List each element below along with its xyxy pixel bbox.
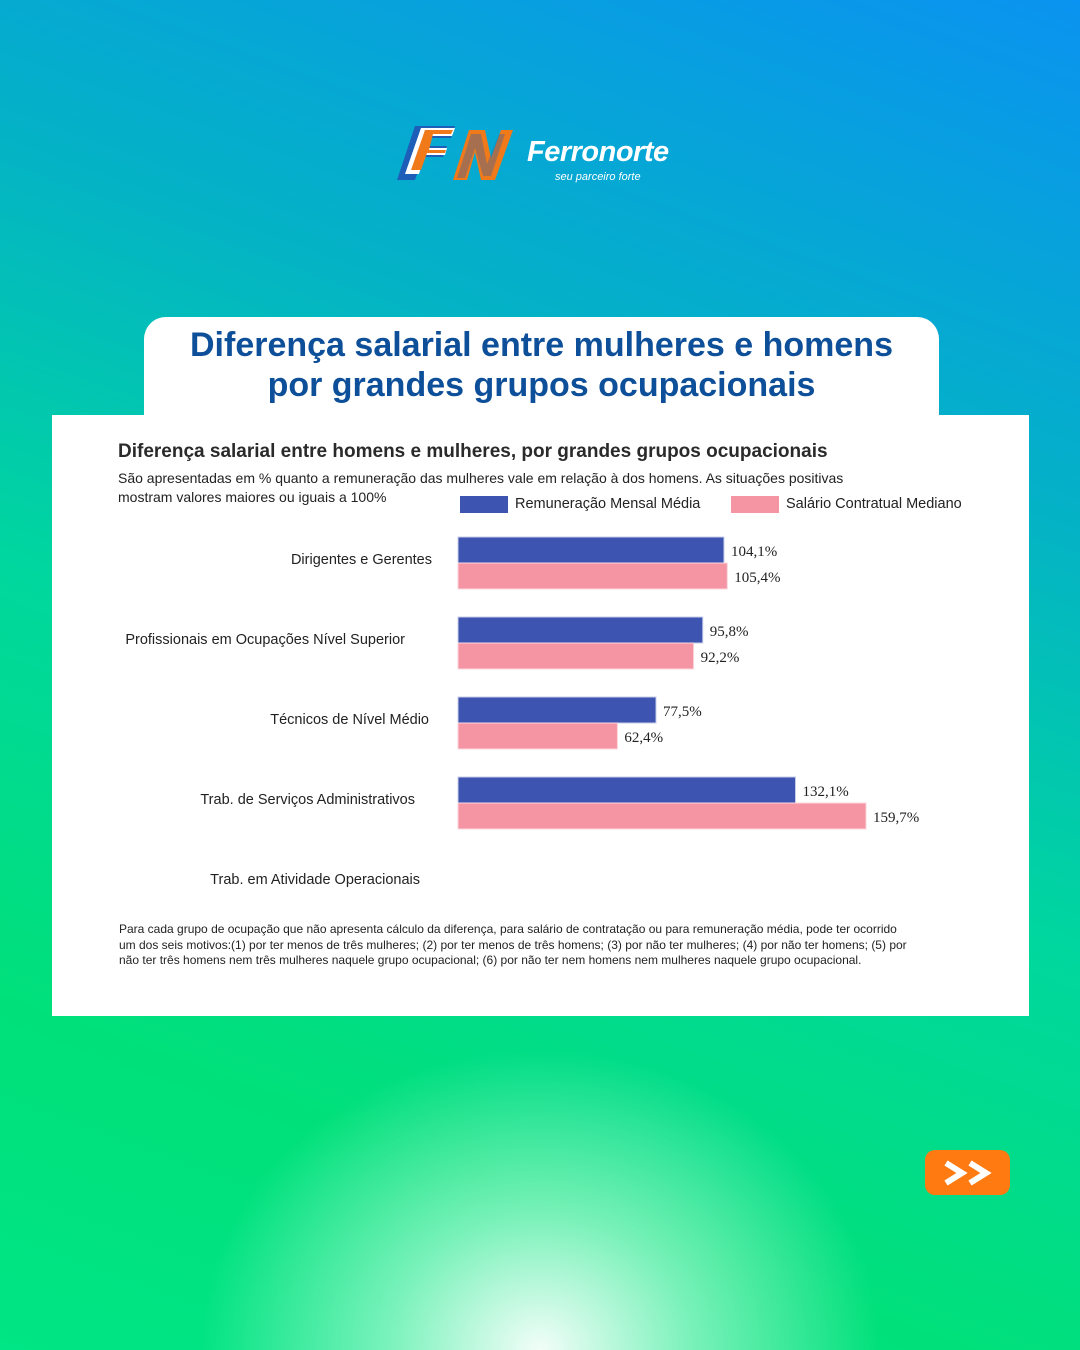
category-label: Técnicos de Nível Médio [270, 712, 429, 728]
brand-name: Ferronorte [527, 136, 669, 168]
category-label: Dirigentes e Gerentes [291, 552, 432, 568]
data-label: 104,1% [731, 544, 777, 560]
chart-title: Diferença salarial entre homens e mulher… [118, 441, 828, 462]
chart-footnote: Para cada grupo de ocupação que não apre… [119, 922, 907, 967]
data-label: 92,2% [701, 650, 740, 666]
bar-remuneracao [457, 536, 725, 564]
data-label: 62,4% [624, 730, 663, 746]
double-chevron-right-icon [943, 1159, 992, 1186]
data-label: 105,4% [734, 570, 780, 586]
bar-chart: Dirigentes e Gerentes 104,1% 105,4% Profiss… [125, 536, 919, 888]
next-button[interactable] [925, 1150, 1010, 1195]
brand-tagline: seu parceiro forte [555, 171, 641, 183]
legend-swatch-remuneracao [460, 496, 508, 513]
bar-remuneracao [457, 616, 704, 644]
category-label: Trab. de Serviços Administrativos [200, 792, 415, 808]
brand-logo: Ferronorte seu parceiro forte [395, 122, 695, 188]
bar-remuneracao [457, 696, 657, 724]
bar-salario [457, 642, 695, 670]
ferronorte-fn-logo-icon [397, 126, 513, 180]
chart-card: Diferença salarial entre homens e mulher… [52, 415, 1029, 1016]
page-title-line-2: por grandes grupos ocupacionais [267, 366, 816, 404]
legend-label-remuneracao: Remuneração Mensal Média [515, 496, 701, 512]
data-label: 77,5% [663, 704, 702, 720]
legend-swatch-salario [731, 496, 779, 513]
page-title-line-1: Diferença salarial entre mulheres e home… [190, 326, 893, 364]
legend-label-salario: Salário Contratual Mediano [786, 496, 962, 512]
category-label: Trab. em Atividade Operacionais [210, 872, 420, 888]
data-label: 159,7% [873, 810, 919, 826]
page-title: Diferença salarial entre mulheres e home… [144, 325, 939, 405]
bar-salario [457, 802, 867, 830]
bar-salario [457, 562, 728, 590]
chart-subtitle: São apresentadas em % quanto a remuneraç… [118, 470, 844, 505]
category-label: Profissionais em Ocupações Nível Superio… [125, 632, 405, 648]
title-tab [144, 317, 939, 427]
data-label: 95,8% [710, 624, 749, 640]
bar-remuneracao [457, 776, 797, 804]
bar-salario [457, 722, 618, 750]
data-label: 132,1% [803, 784, 849, 800]
